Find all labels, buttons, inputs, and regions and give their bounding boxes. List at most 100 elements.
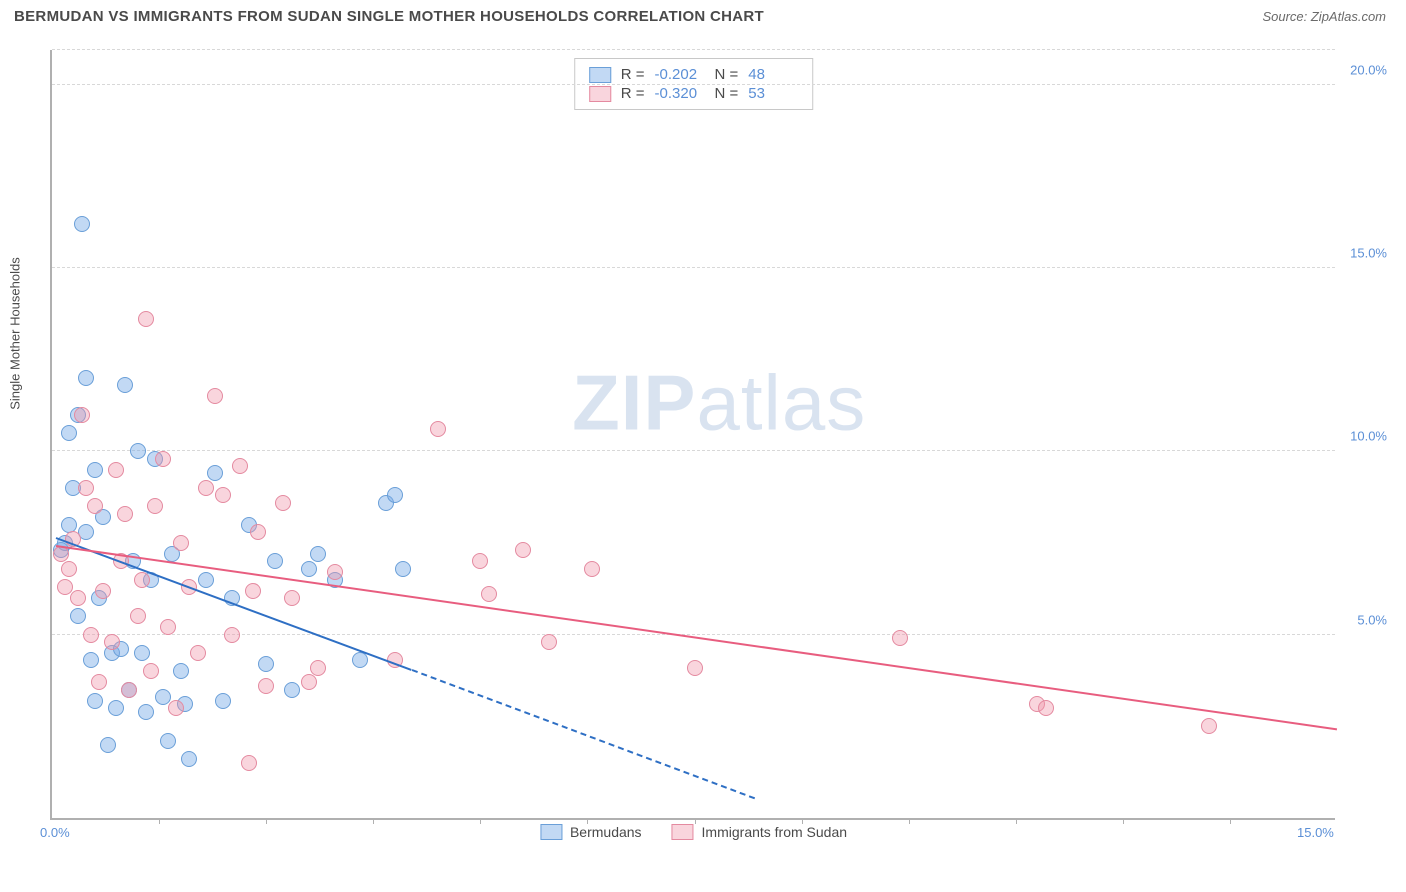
data-point: [70, 590, 86, 606]
gridline: [52, 49, 1335, 50]
data-point: [104, 634, 120, 650]
data-point: [87, 498, 103, 514]
gridline: [52, 634, 1335, 635]
data-point: [387, 487, 403, 503]
data-point: [275, 495, 291, 511]
data-point: [130, 608, 146, 624]
xtick: [1230, 818, 1231, 824]
data-point: [134, 645, 150, 661]
data-point: [160, 619, 176, 635]
data-point: [892, 630, 908, 646]
data-point: [327, 564, 343, 580]
data-point: [74, 407, 90, 423]
y-axis-label: Single Mother Households: [8, 257, 23, 409]
data-point: [472, 553, 488, 569]
xtick: [909, 818, 910, 824]
data-point: [245, 583, 261, 599]
data-point: [91, 674, 107, 690]
legend-swatch-2: [672, 824, 694, 840]
data-point: [117, 506, 133, 522]
xtick: [802, 818, 803, 824]
data-point: [258, 656, 274, 672]
data-point: [138, 704, 154, 720]
data-point: [155, 451, 171, 467]
gridline: [52, 84, 1335, 85]
xtick: [1123, 818, 1124, 824]
data-point: [301, 561, 317, 577]
data-point: [267, 553, 283, 569]
data-point: [430, 421, 446, 437]
stats-row-2: R = -0.320 N = 53: [589, 84, 799, 103]
data-point: [515, 542, 531, 558]
data-point: [198, 572, 214, 588]
data-point: [143, 663, 159, 679]
data-point: [138, 311, 154, 327]
data-point: [168, 700, 184, 716]
data-point: [173, 535, 189, 551]
gridline: [52, 450, 1335, 451]
xtick: [587, 818, 588, 824]
data-point: [352, 652, 368, 668]
data-point: [687, 660, 703, 676]
data-point: [1038, 700, 1054, 716]
data-point: [108, 700, 124, 716]
data-point: [224, 627, 240, 643]
data-point: [100, 737, 116, 753]
chart-area: Single Mother Households ZIPatlas R = -0…: [50, 50, 1390, 845]
legend-item-1: Bermudans: [540, 824, 642, 840]
data-point: [258, 678, 274, 694]
data-point: [232, 458, 248, 474]
data-point: [87, 462, 103, 478]
plot-region: ZIPatlas R = -0.202 N = 48 R = -0.320 N …: [50, 50, 1335, 820]
xtick-label: 15.0%: [1297, 825, 1334, 840]
data-point: [250, 524, 266, 540]
data-point: [78, 480, 94, 496]
data-point: [95, 583, 111, 599]
ytick-label: 20.0%: [1350, 62, 1387, 77]
data-point: [215, 487, 231, 503]
data-point: [215, 693, 231, 709]
ytick-label: 5.0%: [1357, 612, 1387, 627]
data-point: [181, 751, 197, 767]
xtick: [373, 818, 374, 824]
data-point: [395, 561, 411, 577]
data-point: [117, 377, 133, 393]
data-point: [147, 498, 163, 514]
legend-swatch-1: [540, 824, 562, 840]
xtick: [480, 818, 481, 824]
trend-line: [56, 545, 1337, 730]
data-point: [584, 561, 600, 577]
data-point: [134, 572, 150, 588]
data-point: [241, 755, 257, 771]
data-point: [121, 682, 137, 698]
xtick: [266, 818, 267, 824]
data-point: [173, 663, 189, 679]
stats-row-1: R = -0.202 N = 48: [589, 65, 799, 84]
ytick-label: 15.0%: [1350, 246, 1387, 261]
data-point: [310, 546, 326, 562]
chart-header: BERMUDAN VS IMMIGRANTS FROM SUDAN SINGLE…: [0, 0, 1406, 29]
data-point: [284, 682, 300, 698]
data-point: [198, 480, 214, 496]
data-point: [541, 634, 557, 650]
data-point: [61, 517, 77, 533]
xtick: [1016, 818, 1017, 824]
data-point: [130, 443, 146, 459]
data-point: [284, 590, 300, 606]
xtick-label: 0.0%: [40, 825, 70, 840]
data-point: [83, 652, 99, 668]
data-point: [207, 388, 223, 404]
data-point: [70, 608, 86, 624]
gridline: [52, 267, 1335, 268]
watermark: ZIPatlas: [572, 358, 866, 449]
data-point: [108, 462, 124, 478]
data-point: [87, 693, 103, 709]
data-point: [74, 216, 90, 232]
data-point: [301, 674, 317, 690]
data-point: [1201, 718, 1217, 734]
source-label: Source: ZipAtlas.com: [1262, 9, 1386, 24]
data-point: [61, 425, 77, 441]
data-point: [207, 465, 223, 481]
data-point: [310, 660, 326, 676]
x-axis-legend: Bermudans Immigrants from Sudan: [540, 824, 847, 840]
